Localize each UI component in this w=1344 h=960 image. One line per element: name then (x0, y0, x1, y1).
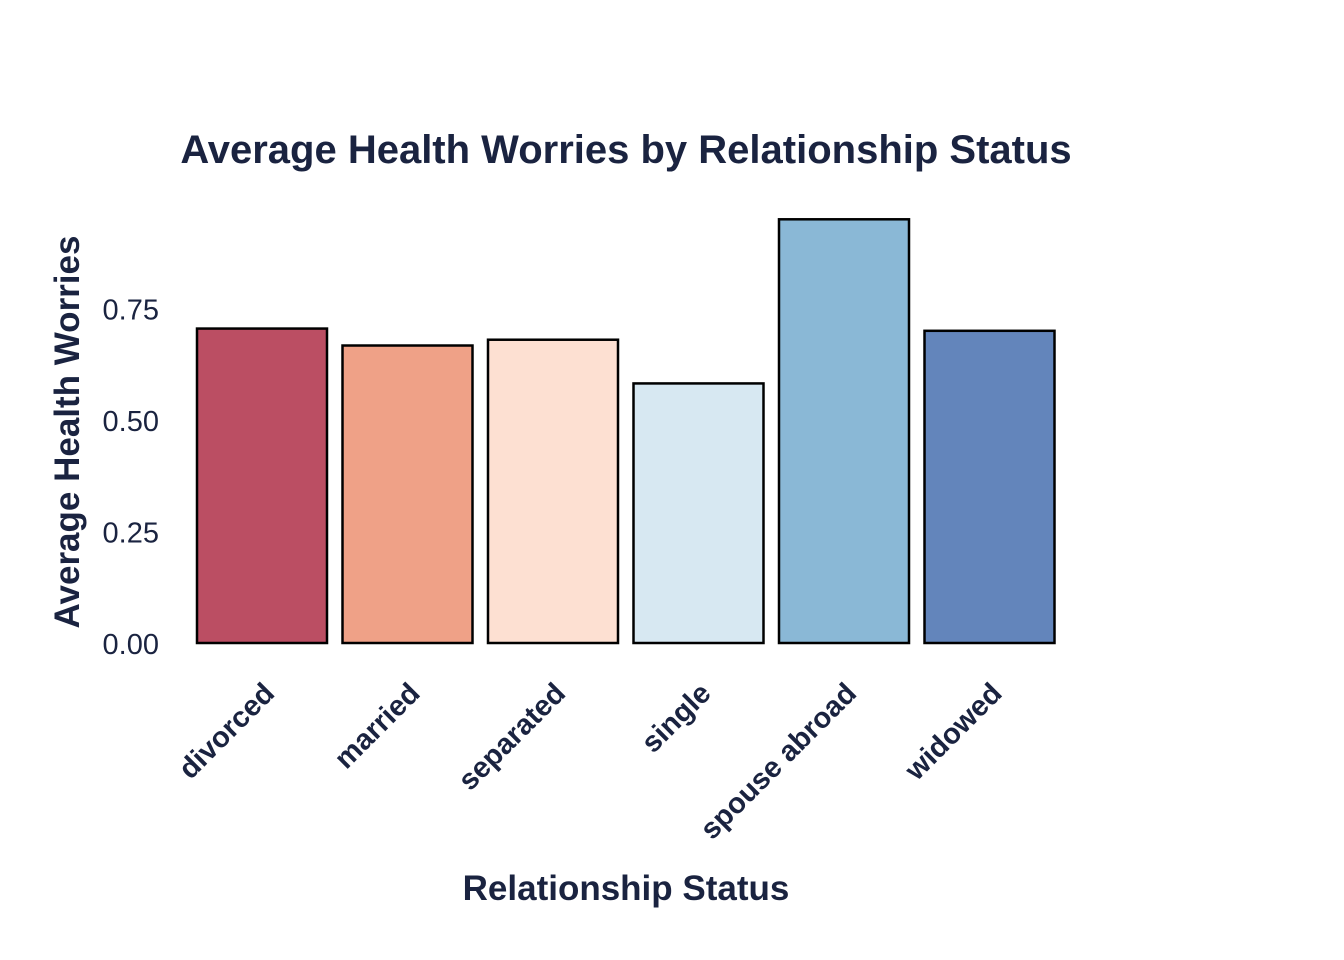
y-axis-label: Average Health Worries (48, 236, 87, 629)
bar-widowed (923, 329, 1056, 645)
y-tick-label: 0.75 (103, 295, 159, 327)
y-tick-label: 0.50 (103, 406, 159, 438)
bar-married (341, 344, 474, 645)
x-tick-label: separated (452, 677, 572, 797)
x-tick-label: spouse abroad (694, 677, 862, 845)
x-axis-label: Relationship Status (463, 869, 790, 908)
bar-spouse-abroad (777, 218, 911, 645)
bars (195, 218, 1056, 645)
x-tick-label: widowed (899, 677, 1009, 787)
x-tick-label: married (329, 677, 427, 775)
chart-title: Average Health Worries by Relationship S… (180, 128, 1071, 172)
y-axis-ticks: 0.00 0.25 0.50 0.75 (103, 295, 159, 662)
y-tick-label: 0.25 (103, 518, 159, 550)
bar-single (632, 382, 765, 645)
bar-divorced (195, 327, 329, 645)
x-tick-label: single (636, 677, 718, 759)
y-tick-label: 0.00 (103, 629, 159, 661)
x-tick-label: divorced (173, 677, 281, 785)
bar-separated (486, 338, 620, 645)
